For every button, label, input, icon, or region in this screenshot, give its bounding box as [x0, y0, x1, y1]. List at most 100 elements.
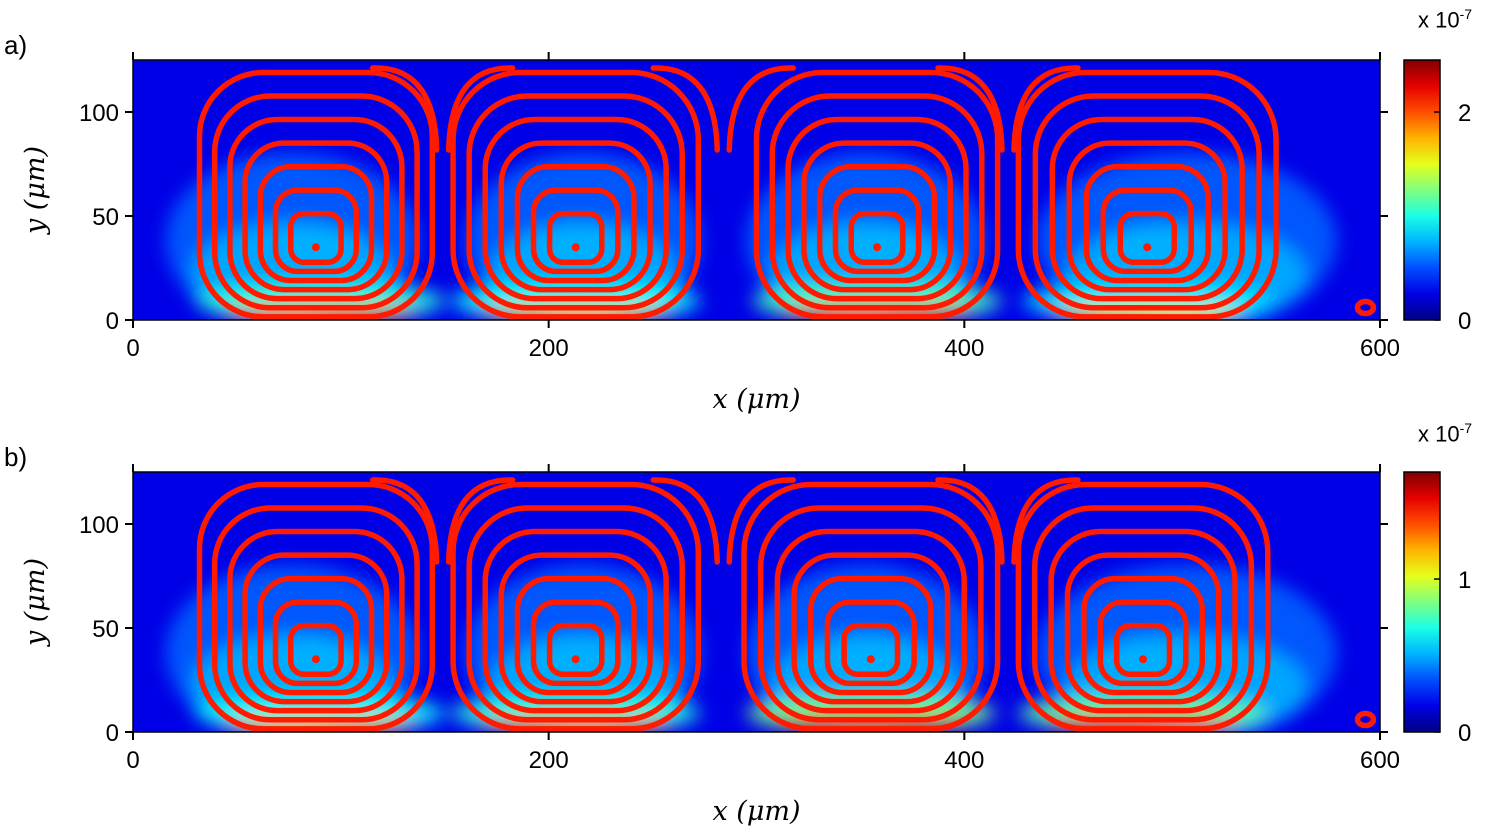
streamline [466, 505, 685, 723]
x-tick-label: 400 [944, 747, 984, 774]
streamline [514, 163, 637, 284]
x-tick-label: 0 [126, 747, 139, 774]
y-tick-label: 50 [92, 616, 119, 643]
streamline [498, 552, 653, 705]
streamline [1032, 93, 1262, 311]
streamline [824, 599, 917, 687]
y-tick-label: 100 [79, 512, 119, 539]
streamline [1032, 505, 1255, 723]
streamline [211, 505, 420, 723]
streamline [1100, 187, 1194, 275]
x-axis-label: x (μm) [712, 796, 800, 827]
streamline [242, 552, 390, 705]
streamline [272, 599, 360, 687]
streamline [287, 622, 344, 678]
streamline [741, 481, 1001, 732]
streamline [650, 65, 720, 153]
streamline [785, 116, 969, 302]
streamline [1097, 599, 1189, 687]
streamline [753, 69, 1001, 320]
streamline [257, 575, 375, 696]
streamline [257, 163, 375, 284]
streamline [774, 528, 967, 714]
streamline [791, 552, 951, 705]
y-axis-label: y (μm) [20, 558, 51, 647]
streamline [242, 140, 390, 293]
streamline [1081, 575, 1205, 696]
streamline [445, 477, 516, 565]
streamline [769, 93, 985, 311]
streamline-core [311, 655, 320, 664]
streamline [450, 69, 702, 320]
plot-frame [132, 471, 1381, 733]
colorbar-tick-label: 0 [1458, 720, 1471, 747]
plot-frame [132, 59, 1381, 321]
streamline [1015, 69, 1279, 320]
streamline [272, 187, 360, 275]
streamline [1048, 528, 1238, 714]
x-tick-label: 400 [944, 335, 984, 362]
streamline [482, 116, 669, 302]
streamline [1113, 622, 1173, 678]
y-tick-label: 0 [106, 720, 119, 747]
x-tick-label: 0 [126, 335, 139, 362]
streamline [1354, 710, 1377, 729]
panel-a: a) 0 200 400 600 0 50 100 x (μm) y (μm) 0 2 x 10-7 [0, 0, 1500, 416]
panel-b: b) 0 200 400 600 0 50 100 x (μm) y (μm) 0 1 x 10-7 [0, 412, 1500, 828]
streamline [445, 65, 516, 153]
streamline [848, 210, 906, 266]
streamline [841, 622, 901, 678]
streamline [832, 187, 922, 275]
streamline [1011, 477, 1081, 565]
streamline [1015, 481, 1271, 732]
streamline [196, 69, 436, 320]
streamline-core [873, 243, 882, 252]
colorbar-tick-label: 1 [1458, 567, 1471, 594]
streamline-core [311, 243, 320, 252]
colorbar [1403, 471, 1441, 733]
streamline [816, 163, 938, 284]
colorbar-tick-label: 2 [1458, 100, 1471, 127]
streamline [726, 477, 796, 565]
panel-label: b) [4, 442, 28, 472]
panel-label: a) [4, 30, 28, 60]
colorbar-tick-label: 0 [1458, 308, 1471, 335]
streamlines [196, 477, 1377, 732]
y-axis-label: y (μm) [20, 146, 51, 235]
streamline [1049, 116, 1245, 302]
x-tick-label: 600 [1360, 747, 1400, 774]
colorbar-exponent: x 10-7 [1418, 420, 1473, 447]
streamline [546, 622, 605, 678]
y-tick-label: 50 [92, 204, 119, 231]
streamline-core [1139, 655, 1148, 664]
streamline [514, 575, 637, 696]
streamline [369, 477, 440, 565]
chart-a: 0 200 400 600 0 50 100 x (μm) y (μm) 0 2 [20, 52, 1471, 415]
streamline [1083, 163, 1211, 284]
colorbar [1403, 59, 1441, 321]
streamline [726, 65, 796, 153]
streamline [1011, 65, 1081, 153]
x-tick-label: 600 [1360, 335, 1400, 362]
streamline-core [866, 655, 875, 664]
streamline-core [571, 655, 580, 664]
streamline-core [1143, 243, 1152, 252]
streamline [466, 93, 685, 311]
streamline [227, 528, 405, 714]
streamline [530, 599, 621, 687]
streamline [498, 140, 653, 293]
y-tick-label: 0 [106, 308, 119, 335]
streamline [287, 210, 344, 266]
streamline [369, 65, 440, 153]
streamline [196, 481, 436, 732]
streamline [227, 116, 405, 302]
chart-b: 0 200 400 600 0 50 100 x (μm) y (μm) 0 1 [20, 464, 1471, 827]
streamline [935, 477, 1005, 565]
streamline [935, 65, 1005, 153]
streamline [1064, 552, 1222, 705]
streamline [1117, 210, 1177, 266]
streamline [1354, 298, 1377, 317]
colorbar-exponent: x 10-7 [1418, 6, 1473, 33]
streamline [757, 505, 984, 723]
y-tick-label: 100 [79, 100, 119, 127]
